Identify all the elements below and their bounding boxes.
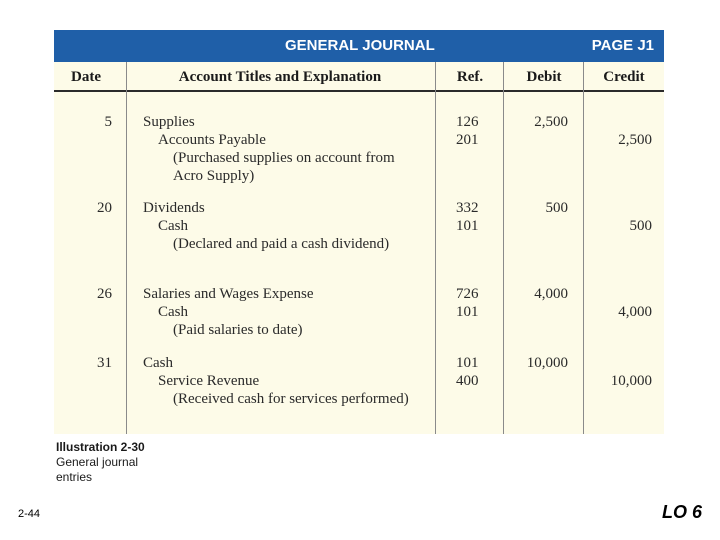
header-account: Account Titles and Explanation	[178, 69, 382, 85]
entry-credit-account: Service Revenue	[158, 373, 260, 389]
entry-debit-account: Supplies	[143, 114, 195, 130]
illustration-caption: Illustration 2-30 General journal entrie…	[56, 440, 156, 485]
journal-title-bar: GENERAL JOURNAL PAGE J1	[54, 30, 664, 62]
entry-date: 20	[97, 200, 112, 216]
entry-debit-ref: 726	[456, 286, 479, 302]
slide-number: 2-44	[18, 508, 41, 520]
entry-debit-ref: 101	[456, 355, 479, 371]
entry-debit-amount: 2,500	[534, 114, 568, 130]
entry-debit-account: Dividends	[143, 200, 205, 216]
entry-debit-amount: 4,000	[534, 286, 568, 302]
journal-title: GENERAL JOURNAL	[285, 37, 435, 54]
entry-debit-account: Salaries and Wages Expense	[143, 286, 314, 302]
header-debit: Debit	[526, 69, 562, 85]
entry-credit-ref: 101	[456, 218, 479, 234]
learning-objective: LO 6	[661, 502, 702, 522]
column-divider	[126, 62, 127, 434]
entry-explanation: (Purchased supplies on account from Acro…	[173, 150, 395, 184]
entry-credit-amount: 2,500	[618, 132, 652, 148]
entry-credit-ref: 101	[456, 304, 479, 320]
entry-credit-amount: 10,000	[610, 373, 652, 389]
entry-date: 5	[104, 114, 113, 130]
column-divider	[435, 62, 436, 434]
entry-date: 26	[97, 286, 112, 302]
entry-credit-account: Cash	[158, 304, 188, 320]
column-divider	[583, 62, 584, 434]
journal-column-headers: Date Account Titles and Explanation Ref.…	[54, 62, 664, 92]
column-divider	[503, 62, 504, 434]
header-credit: Credit	[603, 69, 645, 85]
general-journal: GENERAL JOURNAL PAGE J1 Date Account Tit…	[54, 30, 664, 434]
entry-credit-ref: 201	[456, 132, 479, 148]
journal-page-number: PAGE J1	[591, 37, 654, 54]
entry-debit-ref: 332	[456, 200, 479, 216]
illustration-label: Illustration 2-30	[56, 440, 145, 454]
entry-date: 31	[97, 355, 112, 371]
illustration-text: General journal entries	[56, 455, 139, 484]
entry-credit-account: Accounts Payable	[158, 132, 266, 148]
entry-credit-ref: 400	[456, 373, 479, 389]
entry-explanation: (Received cash for services performed)	[173, 391, 409, 407]
entry-debit-account: Cash	[143, 355, 173, 371]
entry-explanation: (Declared and paid a cash dividend)	[173, 236, 390, 252]
header-date: Date	[71, 69, 101, 85]
entry-credit-amount: 4,000	[618, 304, 652, 320]
header-ref: Ref.	[456, 69, 484, 85]
entry-debit-amount: 10,000	[526, 355, 568, 371]
entry-debit-ref: 126	[456, 114, 479, 130]
entry-credit-account: Cash	[158, 218, 188, 234]
entry-debit-amount: 500	[545, 200, 569, 216]
entry-credit-amount: 500	[629, 218, 653, 234]
entry-explanation: (Paid salaries to date)	[173, 322, 303, 338]
